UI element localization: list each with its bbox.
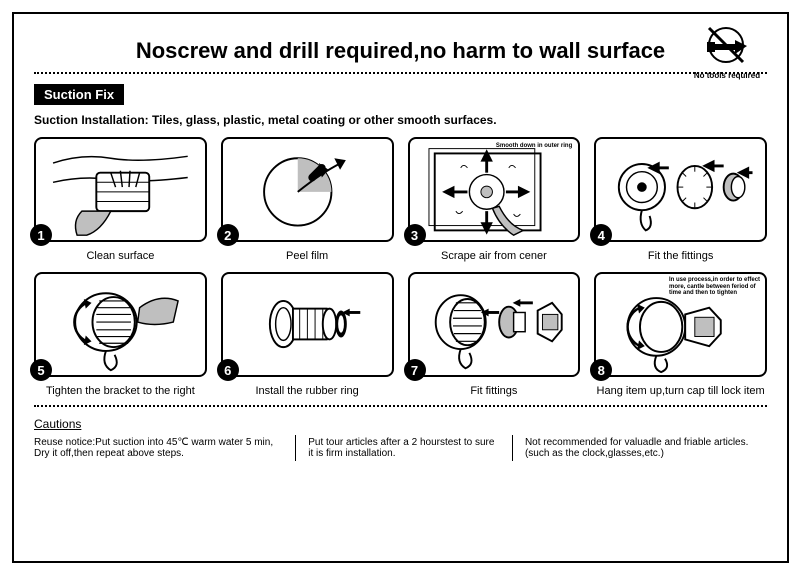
fit-fittings-2-illustration <box>410 274 579 375</box>
step-7: 7 Fit fittings <box>408 272 581 397</box>
step-8-note: In use process,in order to effect more, … <box>669 277 761 297</box>
cautions-block: Cautions Reuse notice:Put suction into 4… <box>34 417 767 461</box>
step-4-num: 4 <box>590 224 612 246</box>
step-4-caption: Fit the fittings <box>594 250 767 262</box>
clean-surface-illustration <box>36 139 205 240</box>
scrape-air-illustration <box>410 139 579 240</box>
cautions-title: Cautions <box>34 417 767 431</box>
step-1-caption: Clean surface <box>34 250 207 262</box>
steps-grid: 1 Clean surface 2 Peel film <box>34 137 767 397</box>
step-6-num: 6 <box>217 359 239 381</box>
step-1-num: 1 <box>30 224 52 246</box>
step-3-num: 3 <box>404 224 426 246</box>
step-8-caption: Hang item up,turn cap till lock item <box>594 385 767 397</box>
step-5-frame: 5 <box>34 272 207 377</box>
no-tools-icon <box>705 26 749 64</box>
page-title: Noscrew and drill required,no harm to wa… <box>136 38 665 64</box>
divider-top <box>34 72 767 74</box>
instruction-sheet: Noscrew and drill required,no harm to wa… <box>12 12 789 563</box>
step-3: Smooth down in outer ring 3 <box>408 137 581 262</box>
step-2: 2 Peel film <box>221 137 394 262</box>
step-8-num: 8 <box>590 359 612 381</box>
step-6-caption: Install the rubber ring <box>221 385 394 397</box>
step-3-caption: Scrape air from cener <box>408 250 581 262</box>
step-8-frame: In use process,in order to effect more, … <box>594 272 767 377</box>
cautions-row: Reuse notice:Put suction into 45℃ warm w… <box>34 435 767 461</box>
step-6-frame: 6 <box>221 272 394 377</box>
tighten-bracket-illustration <box>36 274 205 375</box>
step-1-frame: 1 <box>34 137 207 242</box>
step-4-frame: 4 <box>594 137 767 242</box>
header-row: Noscrew and drill required,no harm to wa… <box>34 32 767 64</box>
no-tools-text: No tools required <box>687 71 767 80</box>
step-2-num: 2 <box>217 224 239 246</box>
step-3-frame: Smooth down in outer ring 3 <box>408 137 581 242</box>
step-6: 6 Install the rubber ring <box>221 272 394 397</box>
caution-2: Put tour articles after a 2 hourstest to… <box>295 435 512 461</box>
install-rubber-ring-illustration <box>223 274 392 375</box>
step-7-caption: Fit fittings <box>408 385 581 397</box>
step-7-frame: 7 <box>408 272 581 377</box>
step-1: 1 Clean surface <box>34 137 207 262</box>
step-5-caption: Tighten the bracket to the right <box>34 385 207 397</box>
step-7-num: 7 <box>404 359 426 381</box>
step-2-caption: Peel film <box>221 250 394 262</box>
step-2-frame: 2 <box>221 137 394 242</box>
step-4: 4 Fit the fittings <box>594 137 767 262</box>
step-8: In use process,in order to effect more, … <box>594 272 767 397</box>
section-tag: Suction Fix <box>34 84 124 105</box>
step-5: 5 Tighten the bracket to the right <box>34 272 207 397</box>
caution-3: Not recommended for valuadle and friable… <box>512 435 767 461</box>
step-5-num: 5 <box>30 359 52 381</box>
no-tools-badge: No tools required <box>687 26 767 80</box>
divider-bottom <box>34 405 767 407</box>
intro-text: Suction Installation: Tiles, glass, plas… <box>34 113 767 127</box>
peel-film-illustration <box>223 139 392 240</box>
step-3-note: Smooth down in outer ring <box>492 143 572 150</box>
caution-1: Reuse notice:Put suction into 45℃ warm w… <box>34 435 295 461</box>
fit-fittings-illustration <box>596 139 765 240</box>
